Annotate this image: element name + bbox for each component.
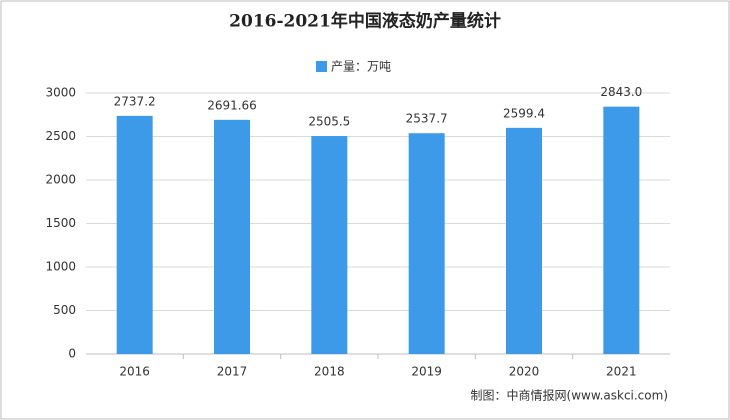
legend-swatch [316,61,327,72]
y-tick-label: 1000 [45,260,76,274]
y-tick-label: 500 [53,303,76,317]
value-label: 2537.7 [406,112,448,126]
x-tick-label: 2021 [606,365,637,379]
y-tick-label: 2000 [45,173,76,187]
bar [311,136,348,354]
y-tick-label: 2500 [45,129,76,143]
value-label: 2691.66 [207,98,257,112]
x-tick-label: 2017 [217,365,248,379]
chart-title: 2016-2021年中国液态奶产量统计 [229,11,501,32]
y-tick-label: 3000 [45,86,76,100]
bar [214,119,250,354]
value-label: 2737.2 [114,94,156,108]
x-tick-label: 2019 [411,365,442,379]
bar [408,133,445,354]
x-tick-label: 2020 [509,365,540,379]
source: 制图：中商情报网(www.askci.com) [471,388,668,403]
bar [116,115,153,354]
bar [603,106,640,354]
value-label: 2505.5 [308,115,350,129]
value-label: 2599.4 [503,106,545,120]
bar [506,127,542,354]
value-label: 2843.0 [600,85,642,99]
x-tick-label: 2016 [119,365,150,379]
legend-label: 产量：万吨 [331,60,391,74]
x-tick-label: 2018 [314,365,345,379]
y-tick-label: 0 [68,347,76,361]
y-tick-label: 1500 [45,216,76,230]
